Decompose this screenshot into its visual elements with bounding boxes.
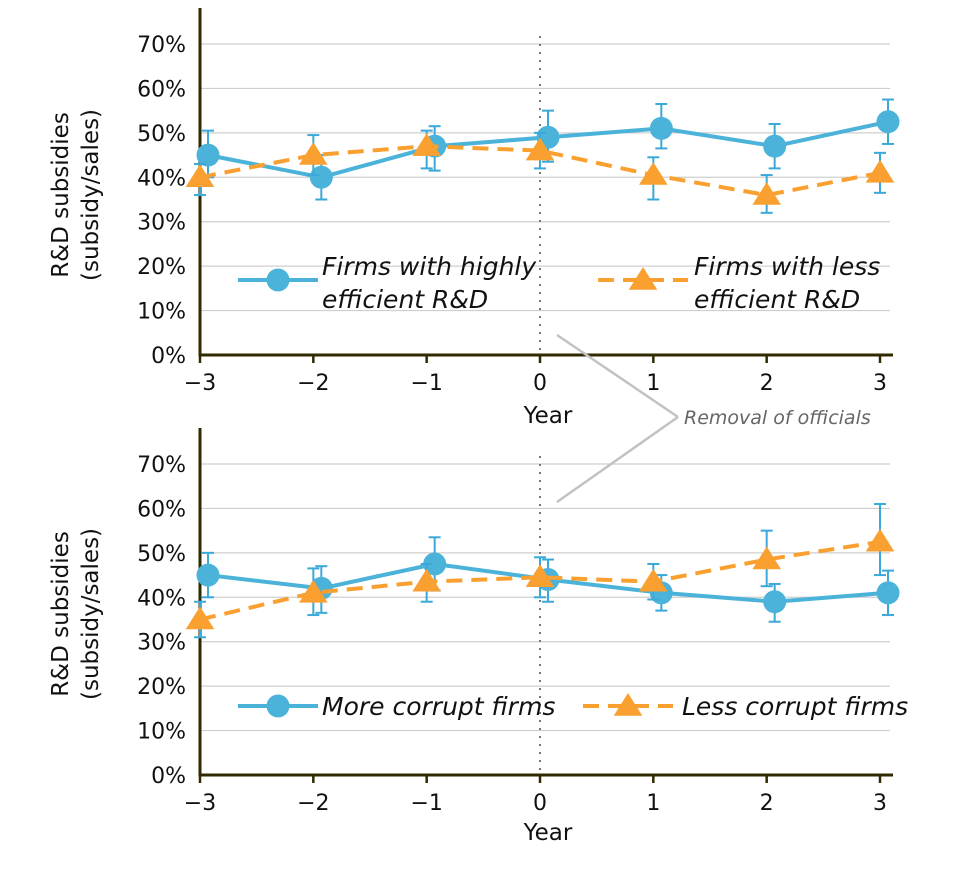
top-series-circle-point	[649, 116, 673, 140]
top-series-circle-point	[196, 143, 220, 167]
top-series-circle-legend-label: Firms with highly	[322, 252, 537, 281]
top-ytick-label: 70%	[137, 33, 186, 58]
top-series-triangle-point	[865, 159, 895, 183]
annotation-arrow-lower	[556, 415, 679, 504]
panel-bottom: 0% 10% 20% 30% 40% 50% 60% 70% −3 −2 −1 0 1 2 3 Year R&D…	[48, 428, 908, 846]
top-xtick-label: 2	[760, 371, 774, 396]
top-ytick-label: 40%	[137, 166, 186, 191]
top-series-triangle-legend-label: Firms with less	[694, 252, 880, 281]
bottom-series-circle-legend-marker	[266, 694, 290, 718]
top-ytick-label: 60%	[137, 77, 186, 102]
top-series-circle-point	[309, 165, 333, 189]
top-ytick-label: 50%	[137, 122, 186, 147]
top-series-triangle-point	[752, 182, 781, 205]
top-xtick-label: 1	[646, 371, 660, 396]
bottom-series-circle-legend-label: More corrupt firms	[322, 692, 555, 721]
top-ytick-label: 30%	[137, 211, 186, 236]
top-ytick-label: 0%	[151, 344, 186, 369]
top-xtick-label: 3	[873, 371, 887, 396]
bottom-series-circle-point	[423, 552, 447, 576]
bottom-ytick-label: 50%	[137, 542, 186, 567]
bottom-series-triangle-point	[865, 528, 895, 552]
top-xtick-label: −2	[297, 371, 329, 396]
bottom-y-axis-title-line2: (subsidy/sales)	[78, 528, 104, 700]
bottom-ytick-label: 20%	[137, 675, 186, 700]
bottom-series-triangle-point	[639, 568, 668, 592]
annotation-removal-of-officials: Removal of officials	[556, 333, 871, 504]
top-series-triangle-point	[185, 164, 215, 187]
top-series-circle-legend-label-line2: efficient R&D	[322, 285, 488, 314]
bottom-xtick-label: −2	[297, 791, 329, 816]
bottom-series-triangle-point	[525, 564, 555, 587]
bottom-series-circle-point	[763, 590, 787, 614]
top-y-axis-title-line2: (subsidy/sales)	[78, 109, 104, 281]
bottom-series-triangle-point	[412, 568, 441, 592]
top-series-triangle-legend-marker	[628, 267, 658, 290]
bottom-ytick-label: 0%	[151, 764, 186, 789]
bottom-y-axis-title-line1: R&D subsidies	[48, 531, 74, 697]
bottom-series-triangle-legend-label: Less corrupt firms	[682, 692, 908, 721]
bottom-ytick-label: 60%	[137, 497, 186, 522]
panel-top: 0% 10% 20% 30% 40% 50% 60% 70% −3 −2 −1 0 1 2 3 Year R&D…	[48, 8, 900, 429]
top-series-circle-point	[763, 134, 787, 158]
bottom-ytick-label: 30%	[137, 631, 186, 656]
bottom-xtick-label: −3	[184, 791, 216, 816]
top-series-triangle-point	[639, 162, 668, 185]
bottom-xtick-label: 3	[873, 791, 887, 816]
bottom-series-triangle-point	[752, 546, 781, 570]
bottom-series-triangle-legend-marker	[613, 693, 643, 716]
top-series-triangle-point	[299, 142, 328, 165]
annotation-arrow-upper	[556, 333, 679, 419]
top-series-circle-legend-marker	[266, 268, 290, 292]
top-series-triangle-point	[525, 137, 555, 161]
bottom-ytick-label: 40%	[137, 586, 186, 611]
top-xtick-label: 0	[533, 371, 547, 396]
top-series-triangle-point	[412, 133, 441, 156]
bottom-xtick-label: −1	[410, 791, 442, 816]
top-y-axis-title-line1: R&D subsidies	[48, 112, 74, 278]
bottom-xtick-label: 0	[533, 791, 547, 816]
bottom-ytick-label: 70%	[137, 453, 186, 478]
top-xtick-label: −3	[184, 371, 216, 396]
annotation-text: Removal of officials	[684, 407, 871, 429]
bottom-series-circle-point	[876, 581, 900, 605]
bottom-xtick-label: 2	[760, 791, 774, 816]
top-xtick-label: −1	[410, 371, 442, 396]
top-series-triangle-legend-label-line2: efficient R&D	[694, 285, 860, 314]
top-ytick-label: 20%	[137, 255, 186, 280]
top-ytick-label: 10%	[137, 300, 186, 325]
top-series-circle-point	[876, 110, 900, 134]
bottom-xtick-label: 1	[646, 791, 660, 816]
bottom-series-triangle-point	[299, 579, 328, 603]
top-x-axis-title: Year	[523, 403, 573, 429]
bottom-series-triangle-point	[185, 606, 215, 630]
bottom-x-axis-title: Year	[523, 820, 573, 846]
bottom-series-circle-point	[196, 563, 220, 587]
bottom-ytick-label: 10%	[137, 720, 186, 745]
